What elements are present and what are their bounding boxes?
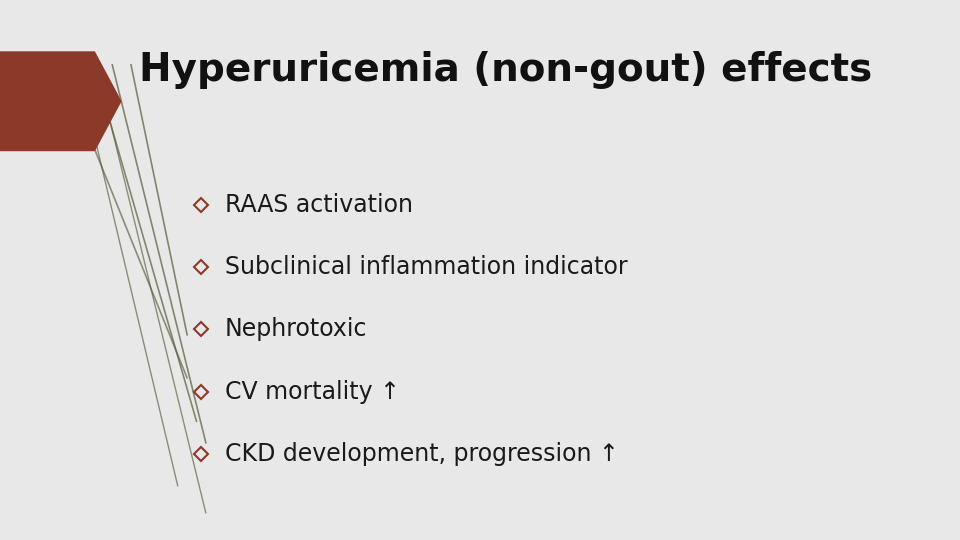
Text: CKD development, progression ↑: CKD development, progression ↑: [225, 442, 618, 465]
Text: CV mortality ↑: CV mortality ↑: [225, 380, 399, 403]
Text: Subclinical inflammation indicator: Subclinical inflammation indicator: [225, 255, 627, 279]
Text: RAAS activation: RAAS activation: [225, 193, 413, 217]
Text: Nephrotoxic: Nephrotoxic: [225, 318, 367, 341]
Text: Hyperuricemia (non-gout) effects: Hyperuricemia (non-gout) effects: [138, 51, 872, 89]
Polygon shape: [0, 51, 122, 151]
